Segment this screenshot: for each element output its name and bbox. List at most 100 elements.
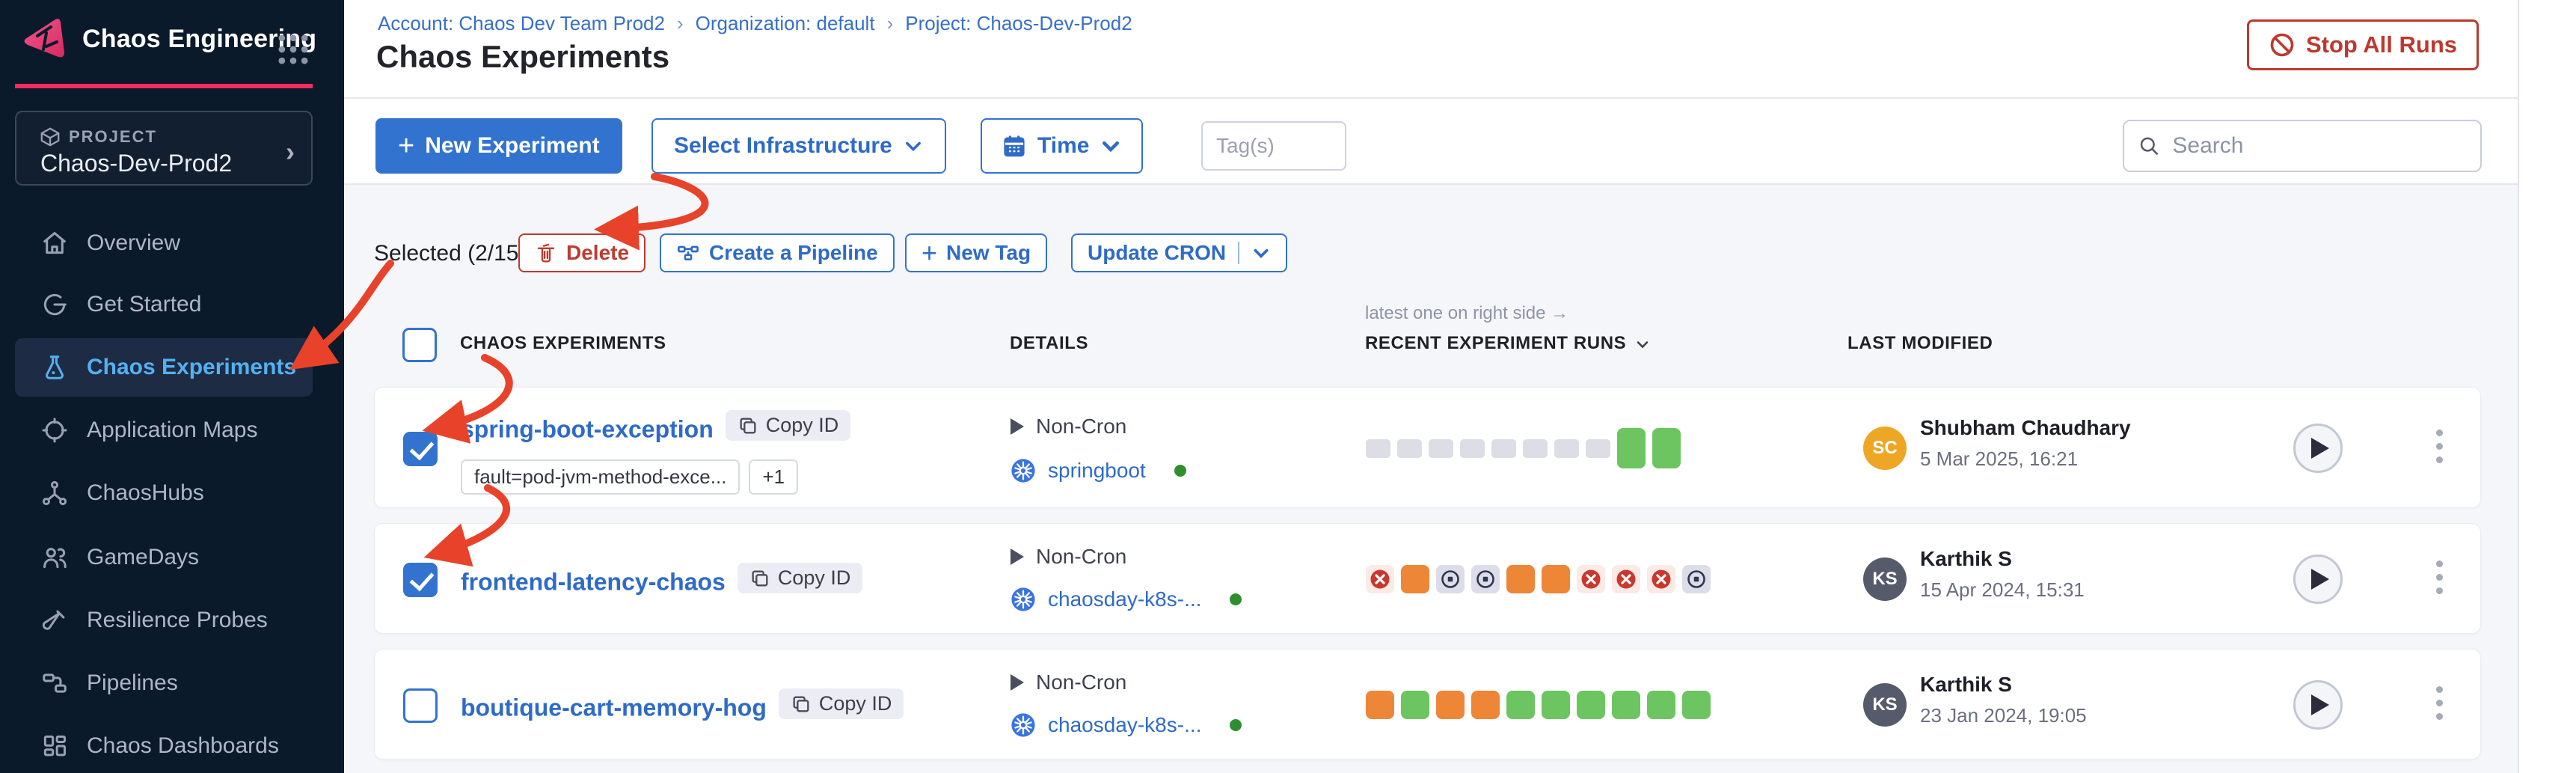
sidebar-item-chaoshubs[interactable]: ChaosHubs	[15, 464, 313, 522]
row-checkbox[interactable]	[403, 688, 438, 723]
run-status-failed[interactable]	[1577, 565, 1605, 593]
experiment-name-link[interactable]: boutique-cart-memory-hog	[461, 694, 767, 721]
plus-icon: +	[921, 237, 938, 268]
run-status-stopped[interactable]	[1436, 565, 1465, 593]
cron-type[interactable]: Non-Cron	[1011, 415, 1126, 439]
run-status-none[interactable]	[1554, 439, 1579, 458]
project-selector[interactable]: PROJECT Chaos-Dev-Prod2 ›	[15, 111, 313, 186]
cron-type[interactable]: Non-Cron	[1011, 670, 1126, 694]
expander-triangle-icon[interactable]	[1011, 674, 1024, 691]
infra-status-dot	[1230, 719, 1242, 731]
run-status-success[interactable]	[1542, 691, 1570, 719]
run-status-success[interactable]	[1577, 691, 1605, 719]
run-status-stopped[interactable]	[1471, 565, 1500, 593]
select-all-checkbox[interactable]	[402, 328, 437, 362]
new-tag-button[interactable]: + New Tag	[905, 233, 1048, 272]
run-experiment-button[interactable]	[2293, 680, 2343, 730]
run-status-none[interactable]	[1460, 439, 1485, 458]
infrastructure-link[interactable]: chaosday-k8s-...	[1048, 713, 1202, 736]
table-row: spring-boot-exception Copy ID fault=pod-j…	[374, 387, 2481, 508]
module-grid-icon[interactable]	[274, 30, 313, 69]
infrastructure-link[interactable]: chaosday-k8s-...	[1048, 587, 1202, 611]
sidebar-item-chaos-dashboards[interactable]: Chaos Dashboards	[15, 717, 313, 773]
run-status-failed[interactable]	[1366, 565, 1394, 593]
run-status-success[interactable]	[1652, 428, 1681, 468]
modified-date: 23 Jan 2024, 19:05	[1920, 704, 2087, 727]
breadcrumb-account-link[interactable]: Account: Chaos Dev Team Prod2	[378, 12, 665, 34]
run-status-none[interactable]	[1397, 439, 1422, 458]
row-menu-button[interactable]	[2424, 560, 2454, 594]
run-status-failed[interactable]	[1647, 565, 1675, 593]
sidebar-item-gamedays[interactable]: GameDays	[15, 528, 313, 587]
copy-icon	[793, 696, 809, 712]
breadcrumb-project-link[interactable]: Project: Chaos-Dev-Prod2	[905, 12, 1132, 34]
create-pipeline-button[interactable]: Create a Pipeline	[660, 233, 895, 272]
stop-all-runs-button[interactable]: Stop All Runs	[2246, 19, 2479, 70]
run-status-running[interactable]	[1401, 565, 1429, 593]
infrastructure: chaosday-k8s-...	[1011, 712, 1242, 738]
update-cron-button[interactable]: Update CRON	[1071, 233, 1288, 272]
run-status-none[interactable]	[1491, 439, 1516, 458]
scrollbar-gutter[interactable]	[2518, 0, 2576, 773]
run-status-none[interactable]	[1523, 439, 1548, 458]
tags-filter-input[interactable]	[1201, 121, 1346, 171]
row-checkbox[interactable]	[403, 432, 438, 466]
play-icon	[2311, 569, 2329, 590]
infrastructure-link[interactable]: springboot	[1048, 459, 1146, 482]
recent-run-history[interactable]	[1366, 556, 1711, 602]
copy-id-button[interactable]: Copy ID	[725, 410, 851, 441]
new-experiment-button[interactable]: + New Experiment	[375, 118, 622, 174]
run-status-success[interactable]	[1617, 428, 1646, 468]
kubernetes-icon	[1011, 587, 1035, 611]
run-status-success[interactable]	[1401, 691, 1429, 719]
copy-id-button[interactable]: Copy ID	[778, 688, 904, 719]
cron-type[interactable]: Non-Cron	[1011, 545, 1126, 569]
time-filter-dropdown[interactable]: Time	[981, 118, 1144, 174]
sidebar-item-label: Resilience Probes	[87, 608, 268, 632]
run-status-running[interactable]	[1471, 691, 1500, 719]
row-checkbox[interactable]	[403, 563, 438, 597]
sidebar-item-label: Pipelines	[87, 670, 178, 695]
run-status-failed[interactable]	[1612, 565, 1640, 593]
column-header-recent-runs[interactable]: RECENT EXPERIMENT RUNS	[1365, 333, 1652, 354]
breadcrumb-org-link[interactable]: Organization: default	[695, 12, 875, 34]
expander-triangle-icon[interactable]	[1011, 549, 1024, 565]
search-input[interactable]	[2172, 133, 2467, 159]
avatar: KS	[1863, 683, 1907, 727]
run-status-none[interactable]	[1429, 439, 1453, 458]
run-status-stopped[interactable]	[1682, 565, 1711, 593]
sidebar-item-chaos-experiments[interactable]: Chaos Experiments	[15, 338, 313, 397]
experiment-name-link[interactable]: spring-boot-exception	[461, 415, 714, 443]
run-status-success[interactable]	[1612, 691, 1640, 719]
delete-button[interactable]: Delete	[518, 233, 646, 272]
run-experiment-button[interactable]	[2293, 424, 2343, 473]
harness-chaos-logo-icon	[24, 19, 64, 58]
run-experiment-button[interactable]	[2293, 554, 2343, 604]
column-header-experiments: CHAOS EXPERIMENTS	[460, 333, 666, 353]
run-status-success[interactable]	[1506, 691, 1535, 719]
sidebar-item-pipelines[interactable]: Pipelines	[15, 654, 313, 712]
copy-id-button[interactable]: Copy ID	[737, 563, 863, 593]
run-status-running[interactable]	[1542, 565, 1570, 593]
run-status-success[interactable]	[1647, 691, 1675, 719]
run-status-none[interactable]	[1366, 439, 1390, 458]
row-menu-button[interactable]	[2424, 430, 2454, 463]
run-status-success[interactable]	[1682, 691, 1711, 719]
app-title: Chaos Engineering	[82, 24, 317, 53]
run-status-running[interactable]	[1506, 565, 1535, 593]
tag-chip[interactable]: fault=pod-jvm-method-exce...	[461, 459, 740, 495]
sidebar-item-application-maps[interactable]: Application Maps	[15, 401, 313, 459]
run-status-running[interactable]	[1366, 691, 1394, 719]
sidebar-item-resilience-probes[interactable]: Resilience Probes	[15, 591, 313, 650]
tag-more-chip[interactable]: +1	[749, 459, 799, 495]
run-status-none[interactable]	[1586, 439, 1610, 458]
recent-run-history[interactable]	[1366, 425, 1681, 471]
run-status-running[interactable]	[1436, 691, 1465, 719]
select-infrastructure-dropdown[interactable]: Select Infrastructure	[651, 118, 946, 174]
sidebar-item-get-started[interactable]: Get Started	[15, 275, 313, 334]
row-menu-button[interactable]	[2424, 686, 2454, 720]
experiment-name-link[interactable]: frontend-latency-chaos	[461, 568, 726, 596]
recent-run-history[interactable]	[1366, 682, 1711, 728]
expander-triangle-icon[interactable]	[1011, 418, 1024, 435]
sidebar-item-overview[interactable]: Overview	[15, 214, 313, 272]
